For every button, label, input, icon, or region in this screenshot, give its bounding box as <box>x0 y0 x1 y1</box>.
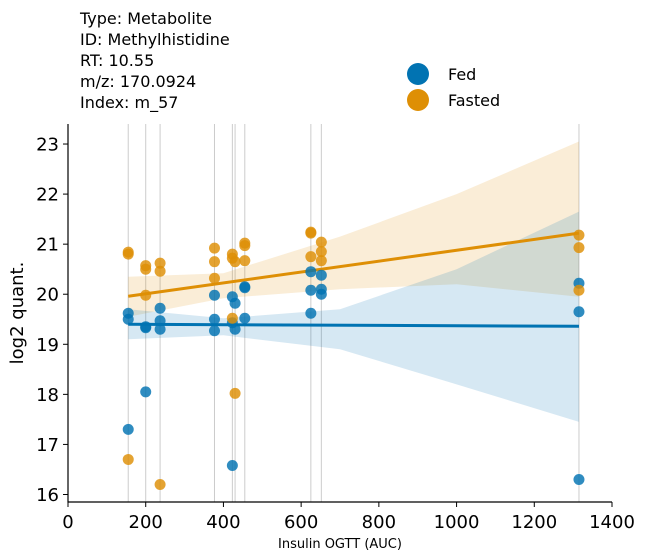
info-index: Index: m_57 <box>80 93 179 112</box>
fed-data-point <box>154 302 166 314</box>
x-tick-label: 200 <box>129 512 163 533</box>
fasted-data-point <box>208 256 220 268</box>
fed-data-point <box>208 289 220 301</box>
fed-data-point <box>208 313 220 325</box>
y-tick-label: 23 <box>36 135 59 156</box>
fed-data-point <box>239 312 251 324</box>
fasted-data-point <box>140 263 152 275</box>
fed-data-point <box>229 297 241 309</box>
fed-data-point <box>154 323 166 335</box>
legend-fed-marker <box>407 63 429 85</box>
fasted-data-point <box>208 272 220 284</box>
fed-data-point <box>315 288 327 300</box>
fasted-ci-band <box>128 141 579 317</box>
fasted-data-point <box>315 255 327 267</box>
fasted-data-point <box>154 478 166 490</box>
y-tick-label: 22 <box>36 185 59 206</box>
x-tick-label: 1200 <box>511 512 557 533</box>
fed-data-point <box>122 423 134 435</box>
x-tick-label: 1000 <box>434 512 480 533</box>
fasted-data-point <box>122 248 134 260</box>
fasted-data-point <box>573 242 585 254</box>
fasted-data-point <box>315 236 327 248</box>
fed-regression-line <box>128 322 579 328</box>
fed-data-point <box>226 459 238 471</box>
y-tick-label: 20 <box>36 285 59 306</box>
fasted-regression-line <box>128 231 580 298</box>
fasted-data-point <box>154 257 166 269</box>
y-tick-label: 21 <box>36 235 59 256</box>
info-id: ID: Methylhistidine <box>80 30 230 49</box>
fasted-data-point <box>122 453 134 465</box>
y-tick-label: 18 <box>36 385 59 406</box>
x-tick-label: 1400 <box>589 512 635 533</box>
fasted-data-point <box>208 242 220 254</box>
fasted-data-point <box>305 251 317 263</box>
x-axis-label: Insulin OGTT (AUC) <box>278 537 402 552</box>
fed-data-point <box>208 325 220 337</box>
fed-data-point <box>229 323 241 335</box>
fasted-data-point <box>573 284 585 296</box>
x-tick-label: 400 <box>206 512 240 533</box>
x-tick-label: 800 <box>362 512 396 533</box>
fasted-data-point <box>573 229 585 241</box>
info-type: Type: Metabolite <box>80 9 212 28</box>
fasted-data-point <box>239 255 251 267</box>
x-tick-label: 600 <box>284 512 318 533</box>
fed-data-point <box>573 473 585 485</box>
fasted-data-point <box>239 240 251 252</box>
fed-data-point <box>239 282 251 294</box>
fed-data-point <box>140 386 152 398</box>
fed-data-point <box>305 266 317 278</box>
fed-ci-band <box>128 211 579 422</box>
fasted-data-point <box>229 387 241 399</box>
legend-fasted-label: Fasted <box>448 91 500 110</box>
y-axis-label: log2 quant. <box>7 262 28 365</box>
info-mz: m/z: 170.0924 <box>80 72 197 91</box>
fasted-data-point <box>229 256 241 268</box>
fed-data-point <box>573 306 585 318</box>
fed-data-point <box>305 284 317 296</box>
fasted-data-point <box>154 265 166 277</box>
fed-data-point <box>122 313 134 325</box>
y-tick-label: 17 <box>36 435 59 456</box>
fasted-data-point <box>226 312 238 324</box>
fed-data-point <box>140 322 152 334</box>
fasted-data-point <box>140 289 152 301</box>
fed-data-point <box>154 315 166 327</box>
fed-data-point <box>315 269 327 281</box>
info-rt: RT: 10.55 <box>80 51 155 70</box>
x-tick-label: 0 <box>62 512 73 533</box>
legend-fasted-marker <box>407 89 429 111</box>
y-tick-label: 19 <box>36 335 59 356</box>
legend-fed-label: Fed <box>448 65 476 84</box>
y-tick-label: 16 <box>36 485 59 506</box>
fasted-data-point <box>305 227 317 239</box>
fed-data-point <box>305 307 317 319</box>
fasted-data-point <box>315 246 327 258</box>
